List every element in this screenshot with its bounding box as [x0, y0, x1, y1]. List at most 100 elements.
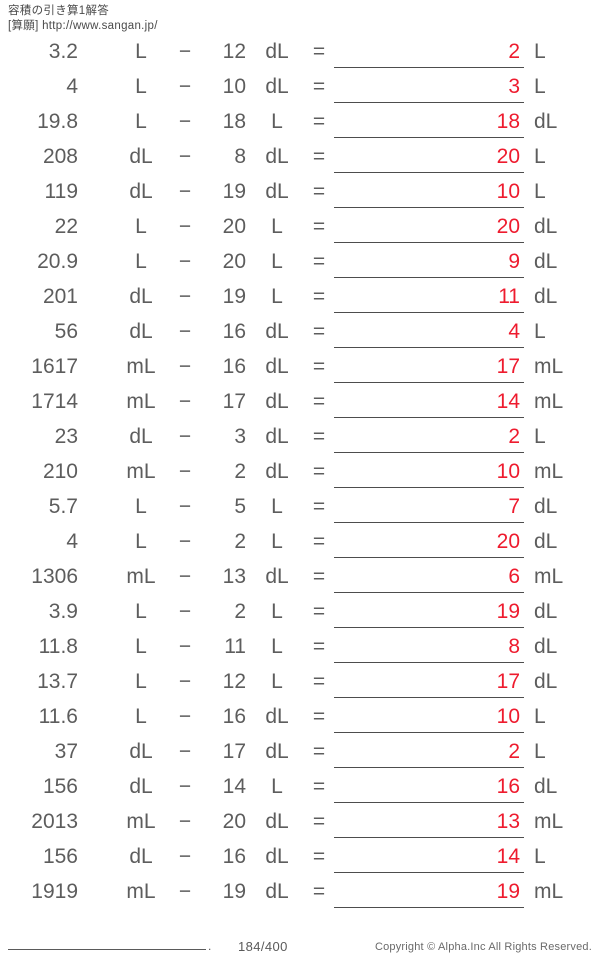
answer-blank[interactable]: 14	[334, 388, 524, 418]
problem-row: 156 dL − 14 L = 16 dL	[0, 773, 600, 808]
answer-unit: dL	[534, 285, 558, 308]
operand-1-value: 4	[66, 530, 78, 553]
problem-row: 2013 mL −20 dL = 13 mL	[0, 808, 600, 843]
answer-value: 20	[496, 530, 520, 553]
operand-2-value: 20	[222, 215, 246, 238]
answer-blank[interactable]: 6	[334, 563, 524, 593]
answer-unit: dL	[534, 600, 558, 623]
problem-row: 201 dL − 19 L = 11 dL	[0, 283, 600, 318]
operand-1-unit: mL	[126, 565, 156, 588]
operand-2-unit: dL	[265, 740, 289, 763]
answer-blank[interactable]: 10	[334, 703, 524, 733]
answer-value: 17	[496, 355, 520, 378]
answer-blank[interactable]: 17	[334, 668, 524, 698]
answer-value: 19	[496, 600, 520, 623]
answer-blank[interactable]: 17	[334, 353, 524, 383]
answer-blank[interactable]: 19	[334, 878, 524, 908]
minus-sign: −	[178, 495, 192, 518]
operand-1-unit: L	[135, 110, 147, 133]
problem-row: 23 dL − 3 dL = 2 L	[0, 423, 600, 458]
minus-sign: −	[178, 250, 192, 273]
answer-blank[interactable]: 8	[334, 633, 524, 663]
operand-2-value: 16	[222, 355, 246, 378]
answer-value: 10	[496, 180, 520, 203]
answer-unit: L	[534, 180, 546, 203]
equals-sign: =	[312, 40, 326, 63]
equals-sign: =	[312, 600, 326, 623]
operand-2-unit: dL	[265, 460, 289, 483]
answer-blank[interactable]: 19	[334, 598, 524, 628]
operand-1-unit: dL	[129, 845, 153, 868]
equals-sign: =	[312, 565, 326, 588]
operand-1-value: 56	[54, 320, 78, 343]
operand-1-unit: L	[135, 215, 147, 238]
answer-value: 2	[508, 425, 520, 448]
minus-sign: −	[178, 635, 192, 658]
answer-blank[interactable]: 20	[334, 213, 524, 243]
operand-1-unit: mL	[126, 460, 156, 483]
answer-blank[interactable]: 20	[334, 143, 524, 173]
answer-blank[interactable]: 20	[334, 528, 524, 558]
answer-blank[interactable]: 13	[334, 808, 524, 838]
answer-blank[interactable]: 2	[334, 38, 524, 68]
answer-unit: mL	[534, 565, 564, 588]
equals-sign: =	[312, 810, 326, 833]
answer-unit: mL	[534, 355, 564, 378]
problem-row: 1617 mL −16 dL = 17 mL	[0, 353, 600, 388]
operand-1-value: 1306	[31, 565, 78, 588]
answer-blank[interactable]: 16	[334, 773, 524, 803]
minus-sign: −	[178, 215, 192, 238]
operand-1-unit: L	[135, 495, 147, 518]
problem-row: 156 dL − 16 dL = 14 L	[0, 843, 600, 878]
operand-1-unit: L	[135, 600, 147, 623]
operand-2-value: 19	[222, 285, 246, 308]
operand-1-value: 3.9	[48, 600, 78, 623]
answer-value: 8	[508, 635, 520, 658]
answer-unit: dL	[534, 215, 558, 238]
operand-2-value: 8	[234, 145, 246, 168]
operand-1-value: 23	[54, 425, 78, 448]
answer-value: 6	[508, 565, 520, 588]
answer-blank[interactable]: 14	[334, 843, 524, 873]
operand-2-value: 2	[234, 600, 246, 623]
operand-2-unit: dL	[265, 845, 289, 868]
problem-row: 13.7 L − 12 L = 17 dL	[0, 668, 600, 703]
operand-2-unit: L	[271, 670, 283, 693]
operand-2-value: 13	[222, 565, 246, 588]
answer-blank[interactable]: 3	[334, 73, 524, 103]
operand-2-unit: dL	[265, 40, 289, 63]
equals-sign: =	[312, 495, 326, 518]
answer-unit: L	[534, 845, 546, 868]
worksheet-footer: . 184/400 Copyright © Alpha.Inc All Righ…	[0, 932, 600, 954]
problem-row: 5.7 L − 5 L = 7 dL	[0, 493, 600, 528]
operand-1-value: 22	[54, 215, 78, 238]
equals-sign: =	[312, 355, 326, 378]
answer-blank[interactable]: 2	[334, 738, 524, 768]
operand-2-value: 17	[222, 740, 246, 763]
operand-2-unit: L	[271, 215, 283, 238]
answer-blank[interactable]: 2	[334, 423, 524, 453]
operand-2-unit: dL	[265, 180, 289, 203]
minus-sign: −	[178, 460, 192, 483]
operand-1-value: 1714	[31, 390, 78, 413]
answer-blank[interactable]: 4	[334, 318, 524, 348]
answer-blank[interactable]: 7	[334, 493, 524, 523]
operand-2-unit: dL	[265, 425, 289, 448]
minus-sign: −	[178, 355, 192, 378]
answer-blank[interactable]: 11	[334, 283, 524, 313]
operand-1-value: 5.7	[48, 495, 78, 518]
answer-value: 3	[508, 75, 520, 98]
answer-blank[interactable]: 9	[334, 248, 524, 278]
answer-blank[interactable]: 18	[334, 108, 524, 138]
answer-blank[interactable]: 10	[334, 458, 524, 488]
operand-2-unit: dL	[265, 565, 289, 588]
equals-sign: =	[312, 425, 326, 448]
minus-sign: −	[178, 705, 192, 728]
equals-sign: =	[312, 880, 326, 903]
minus-sign: −	[178, 810, 192, 833]
operand-1-value: 1617	[31, 355, 78, 378]
answer-blank[interactable]: 10	[334, 178, 524, 208]
answer-unit: L	[534, 145, 546, 168]
operand-1-unit: mL	[126, 355, 156, 378]
operand-2-value: 12	[222, 40, 246, 63]
